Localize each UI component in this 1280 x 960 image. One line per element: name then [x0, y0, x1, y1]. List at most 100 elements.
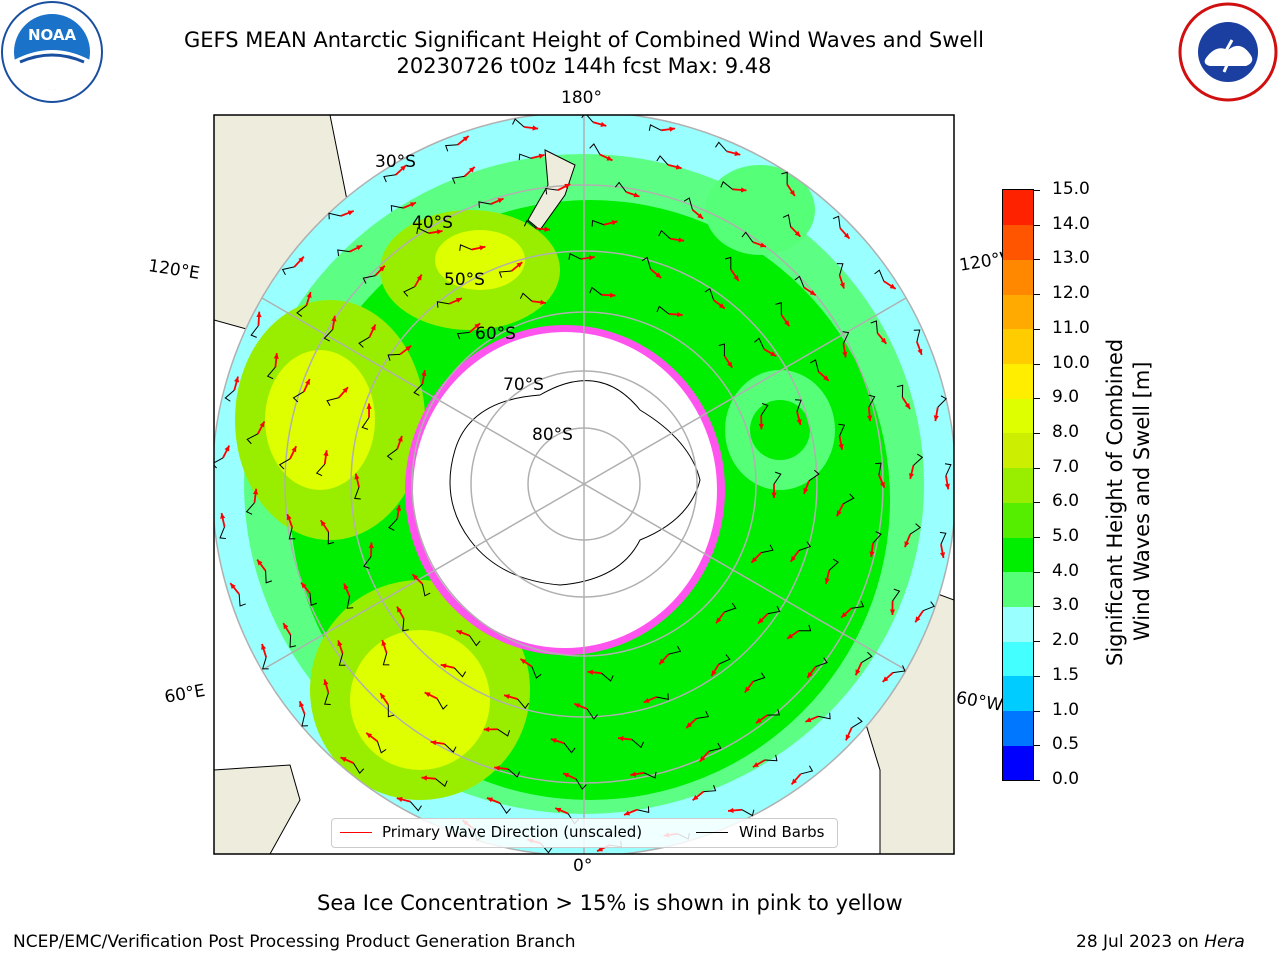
red-line-icon — [340, 832, 372, 833]
wave-arrow-head — [410, 202, 416, 208]
wave-arrow-head — [366, 732, 373, 739]
wave-arrow-head — [752, 762, 759, 768]
wind-barb — [589, 143, 601, 155]
colorbar-tick-mark — [1033, 502, 1040, 504]
wave-arrow-head — [908, 473, 915, 479]
wave-arrow-head — [784, 320, 790, 327]
wave-arrow-head — [416, 274, 422, 281]
wave-arrow-head — [347, 210, 354, 216]
wind-barb — [214, 457, 224, 469]
colorbar-tick-label: 6.0 — [1052, 491, 1080, 512]
wind-barb — [363, 556, 372, 569]
wind-barb — [753, 672, 766, 682]
lat-label-60s: 60°S — [475, 324, 516, 344]
wind-barb — [842, 331, 850, 344]
wind-barb — [545, 187, 558, 195]
wind-barb — [436, 301, 450, 308]
wave-arrow-head — [944, 483, 950, 490]
wave-arrow-head — [733, 275, 739, 281]
wave-arrow-head — [436, 229, 443, 235]
wind-barb — [937, 395, 947, 408]
footer-date: 28 Jul 2023 on Hera — [1076, 932, 1245, 952]
wind-barb — [346, 596, 354, 609]
wind-barb — [715, 141, 728, 152]
wind-barb — [383, 174, 396, 183]
wave-arrow-head — [323, 450, 329, 456]
wind-barb — [456, 331, 470, 340]
svg-text:NOAA: NOAA — [28, 26, 77, 44]
lat-label-50s: 50°S — [444, 270, 485, 290]
wind-barb — [944, 463, 952, 476]
wave-arrow-head — [633, 192, 640, 198]
wind-barb — [913, 453, 924, 466]
wave-arrow-head — [283, 623, 289, 630]
wave-arrow-head — [618, 736, 624, 742]
wind-barb — [436, 698, 448, 710]
wave-arrow-head — [655, 272, 662, 278]
wind-barb — [656, 155, 669, 166]
wave-arrow-head — [843, 232, 850, 239]
wind-barb — [775, 302, 782, 315]
wave-arrow-head — [882, 676, 889, 682]
wind-barb — [843, 493, 855, 505]
wave-arrow-head — [823, 375, 829, 381]
wind-barb — [922, 601, 936, 612]
wave-arrow-head — [337, 640, 343, 647]
wind-barb — [798, 624, 812, 632]
wave-arrow-head — [611, 220, 618, 226]
wave-arrow-head — [716, 617, 722, 624]
wave-arrow-head — [728, 807, 734, 814]
wind-barb — [720, 181, 733, 190]
wind-barb — [795, 399, 802, 412]
wind-barb — [798, 541, 812, 551]
wave-arrow-head — [692, 794, 699, 801]
wind-barb — [499, 802, 511, 814]
wave-arrow-head — [824, 578, 830, 584]
wind-barb — [362, 275, 376, 284]
colorbar-segment — [1003, 675, 1033, 712]
wind-barb — [288, 527, 296, 540]
wind-barb — [453, 667, 467, 678]
colorbar-tick-mark — [1033, 675, 1040, 677]
wind-barb — [872, 531, 882, 544]
nws-logo — [1178, 2, 1278, 102]
wave-arrow-head — [424, 692, 431, 698]
wave-arrow-head — [889, 283, 896, 289]
wave-arrow-head — [256, 311, 262, 318]
wind-barb — [518, 153, 532, 161]
colorbar-tick-label: 9.0 — [1052, 387, 1080, 408]
wind-barb — [416, 227, 429, 235]
wave-arrow-head — [836, 510, 842, 517]
wave-arrow-head — [757, 617, 764, 624]
wave-arrow-head — [686, 722, 692, 729]
wave-arrow-head — [412, 574, 419, 580]
wave-arrow-head — [220, 513, 226, 519]
wave-arrow-head — [455, 297, 462, 303]
wind-barb — [836, 263, 844, 276]
wind-barb — [641, 256, 651, 270]
wave-arrow-head — [841, 612, 847, 618]
wind-barb — [764, 754, 778, 762]
new-zealand-land — [527, 149, 576, 231]
wind-barb — [760, 403, 769, 416]
wave-arrow-head — [917, 348, 923, 355]
wind-barb — [773, 471, 782, 485]
colorbar-tick-mark — [1033, 745, 1040, 747]
wave-arrow-head — [486, 797, 493, 803]
lon-label-180: 180° — [561, 88, 602, 108]
wave-arrow-head — [587, 669, 594, 675]
wave-arrow-head — [301, 582, 307, 589]
colorbar-tick-label: 12.0 — [1052, 283, 1090, 304]
wind-barb — [709, 742, 722, 752]
wave-arrow-head — [234, 376, 240, 383]
wave-arrow-head — [259, 421, 265, 428]
wind-barb — [498, 270, 512, 278]
wind-barb — [892, 665, 906, 674]
wave-arrow-head — [845, 734, 851, 741]
wind-barb — [656, 693, 669, 700]
wind-barb — [718, 343, 725, 357]
wind-barb — [354, 487, 361, 500]
sea-ice-caption: Sea Ice Concentration > 15% is shown in … — [317, 891, 903, 915]
wave-arrow-head — [462, 136, 469, 142]
colorbar — [1002, 189, 1034, 781]
